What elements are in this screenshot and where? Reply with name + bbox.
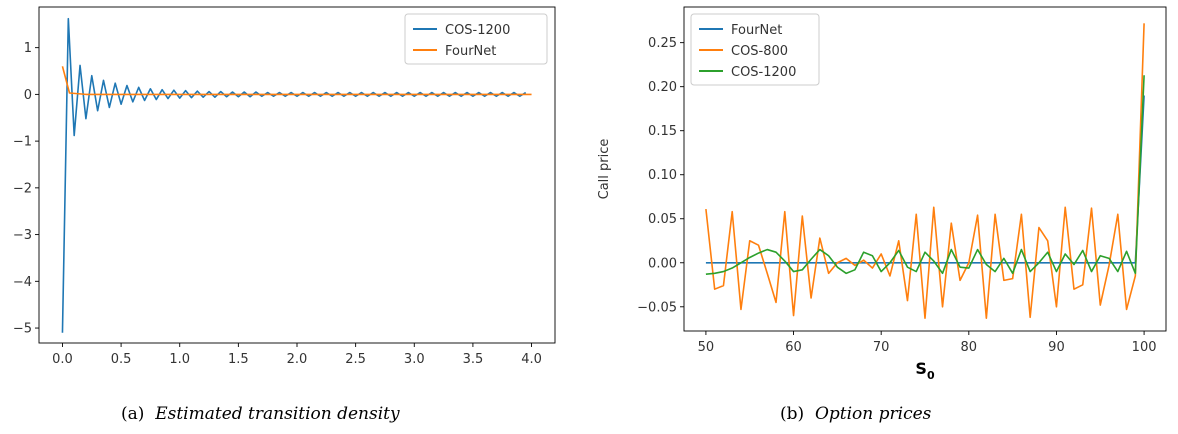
chart-a-x-tick-label: 3.5	[463, 352, 484, 367]
chart-b-legend-box	[690, 13, 820, 86]
chart-a-x-tick-label: 1.5	[228, 352, 249, 367]
chart-b-legend-label: COS-800	[731, 44, 788, 59]
chart-b-y-tick-label: 0.20	[648, 80, 677, 95]
chart-a-x-tick-label: 3.0	[404, 352, 425, 367]
chart-a-series-line-cos-1200	[61, 17, 527, 333]
chart-b-y-tick-label: 0.15	[648, 124, 677, 139]
chart-a-y-tick-label: 1	[24, 41, 32, 56]
chart-b-legend-label: COS-1200	[731, 65, 796, 80]
chart-a-x-tick-label: 1.0	[169, 352, 190, 367]
caption-a-label: (a)	[121, 404, 145, 424]
caption-b: (b) Option prices	[780, 404, 931, 424]
chart-b-legend-label: FourNet	[731, 23, 782, 38]
chart-b-x-tick-label: 60	[785, 340, 802, 355]
chart-a-legend-label: FourNet	[445, 44, 496, 59]
chart-b-x-axis-label-subscript: 0	[927, 369, 935, 382]
chart-a-y-tick-label: −2	[13, 181, 32, 196]
chart-a-series-line-fournet	[61, 66, 532, 96]
chart-b-x-tick-label: 50	[698, 340, 715, 355]
chart-a-x-tick-label: 2.5	[345, 352, 366, 367]
chart-a-x-tick-label: 0.5	[111, 352, 132, 367]
chart-a-x-tick-label: 0.0	[52, 352, 73, 367]
chart-b-y-tick-label: 0.05	[648, 212, 677, 227]
chart-b-x-axis-label: S0	[915, 359, 935, 382]
chart-b-y-tick-label: 0.00	[648, 256, 677, 271]
chart-b-series-line-fournet	[705, 95, 1145, 264]
chart-option-prices: 50 60 70 80 90 100 0.25 0.20 0.15 0.10 0.05 0.00 −0.…	[597, 6, 1167, 382]
chart-a-legend-label: COS-1200	[445, 23, 510, 38]
caption-b-label: (b)	[780, 404, 805, 424]
caption-a-text: Estimated transition density	[155, 404, 400, 424]
chart-b-y-tick-label: 0.10	[648, 168, 677, 183]
caption-b-text: Option prices	[814, 404, 932, 424]
chart-a-y-tick-label: 0	[24, 88, 32, 103]
chart-b-y-axis-label: Call price	[597, 139, 612, 200]
chart-b-series-line-cos-1200	[705, 75, 1145, 276]
chart-a-y-tick-label: −5	[13, 322, 32, 337]
chart-a-y-tick-label: −1	[13, 135, 32, 150]
chart-a-x-tick-label: 2.0	[287, 352, 308, 367]
chart-a-y-tick-label: −3	[13, 228, 32, 243]
chart-transition-density: 0.0 0.5 1.0 1.5 2.0 2.5 3.0 3.5 4.0 1 0 −1 −2 −3 −4 −5 C…	[13, 6, 556, 367]
chart-b-x-tick-label: 90	[1048, 340, 1065, 355]
caption-a: (a) Estimated transition density	[121, 404, 400, 424]
chart-b-x-tick-label: 80	[961, 340, 978, 355]
chart-a-legend-box	[404, 13, 548, 65]
chart-b-y-tick-label: 0.25	[648, 36, 677, 51]
chart-b-x-tick-label: 100	[1132, 340, 1157, 355]
chart-a-y-tick-label: −4	[13, 275, 32, 290]
chart-b-x-tick-label: 70	[873, 340, 890, 355]
chart-a-x-tick-label: 4.0	[521, 352, 542, 367]
chart-b-plot-frame	[683, 6, 1167, 332]
chart-b-y-tick-label: −0.05	[637, 300, 677, 315]
